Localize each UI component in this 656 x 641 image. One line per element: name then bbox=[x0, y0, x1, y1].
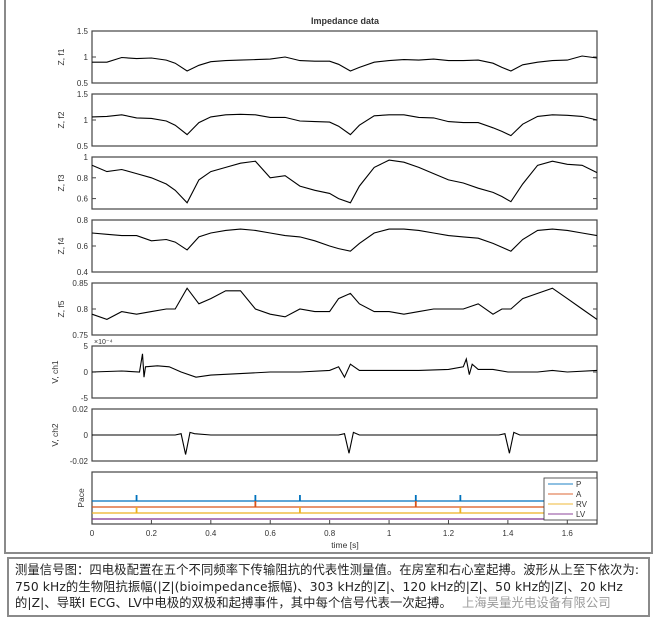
y-tick-label: 1 bbox=[84, 53, 89, 62]
y-axis-label: Z, f2 bbox=[56, 111, 66, 128]
legend-label: LV bbox=[576, 510, 586, 519]
y-tick-label: 0.6 bbox=[77, 195, 89, 204]
y-tick-label: 1 bbox=[84, 153, 89, 162]
y-tick-label: 0.8 bbox=[77, 305, 89, 314]
axes-box-1 bbox=[91, 30, 598, 84]
figure-caption: 测量信号图：四电极配置在五个不同频率下传输阻抗的代表性测量值。在房室和右心室起搏… bbox=[7, 557, 650, 617]
y-tick-label: -5 bbox=[81, 394, 89, 403]
legend-label: P bbox=[576, 480, 581, 489]
chart-title: Impedance data bbox=[311, 16, 380, 26]
series-line-2 bbox=[91, 113, 598, 137]
axes-box-3 bbox=[91, 156, 598, 210]
y-tick-label: 0 bbox=[84, 368, 89, 377]
x-tick-label: 1.6 bbox=[562, 529, 574, 538]
legend-box bbox=[543, 477, 598, 521]
axes-box-2 bbox=[91, 93, 598, 147]
series-line-5 bbox=[91, 287, 598, 320]
y-tick-label: 0.75 bbox=[72, 331, 88, 340]
y-axis-label: Z, f1 bbox=[56, 48, 66, 65]
series-line-4 bbox=[91, 228, 598, 252]
y-tick-label: 0.8 bbox=[77, 216, 89, 225]
y-axis-label: V, ch2 bbox=[50, 423, 60, 447]
watermark: 上海昊量光电设备有限公司 bbox=[461, 596, 611, 610]
y-tick-label: 1 bbox=[84, 116, 89, 125]
series-line-6 bbox=[91, 353, 598, 379]
y-axis-label: Z, f4 bbox=[56, 237, 66, 254]
x-tick-label: 1 bbox=[387, 529, 392, 538]
y-tick-label: 0 bbox=[84, 431, 89, 440]
y-tick-label: 0.6 bbox=[77, 242, 89, 251]
y-axis-label: Z, f3 bbox=[56, 174, 66, 191]
series-line-3 bbox=[91, 159, 598, 204]
x-tick-label: 0 bbox=[90, 529, 95, 538]
y-axis-label: Z, f5 bbox=[56, 300, 66, 317]
series-line-1 bbox=[92, 55, 598, 72]
impedance-figure: Impedance data 0.5 1 1.5 Z, f1 0.5 1 1.5 Z, f2 0.… bbox=[50, 16, 598, 550]
x-tick-label: 0.2 bbox=[146, 529, 158, 538]
x-tick-label: 1.4 bbox=[502, 529, 514, 538]
x-tick-label: 0.6 bbox=[265, 529, 277, 538]
figure-frame bbox=[4, 0, 653, 554]
y-tick-label: 0.4 bbox=[77, 268, 89, 277]
axes-box-pace bbox=[91, 471, 598, 525]
series-line-7 bbox=[92, 431, 597, 455]
legend-label: A bbox=[576, 490, 582, 499]
y-tick-label: 0.02 bbox=[72, 405, 88, 414]
x-axis-label: time [s] bbox=[331, 540, 358, 550]
x-tick-label: 0.8 bbox=[324, 529, 336, 538]
caption-text: 测量信号图：四电极配置在五个不同频率下传输阻抗的代表性测量值。在房室和右心室起搏… bbox=[15, 563, 640, 610]
y-tick-label: -0.02 bbox=[70, 457, 89, 466]
y-tick-label: 1.5 bbox=[77, 27, 89, 36]
y-tick-label: 0.5 bbox=[77, 142, 89, 151]
y-tick-label: 1.5 bbox=[77, 90, 89, 99]
x-tick-label: 1.2 bbox=[443, 529, 455, 538]
legend-label: RV bbox=[576, 500, 588, 509]
y-axis-label-pace: Pace bbox=[76, 488, 86, 508]
y-tick-label: 0.8 bbox=[77, 174, 89, 183]
axes-box-4 bbox=[91, 219, 598, 273]
y-tick-label: 0.85 bbox=[72, 279, 88, 288]
x-tick-label: 0.4 bbox=[205, 529, 217, 538]
y-tick-label: 0.5 bbox=[77, 79, 89, 88]
y-axis-label: V, ch1 bbox=[50, 360, 60, 384]
y-exponent-label: ×10⁻⁴ bbox=[94, 339, 113, 346]
y-tick-label: 5 bbox=[84, 342, 89, 351]
